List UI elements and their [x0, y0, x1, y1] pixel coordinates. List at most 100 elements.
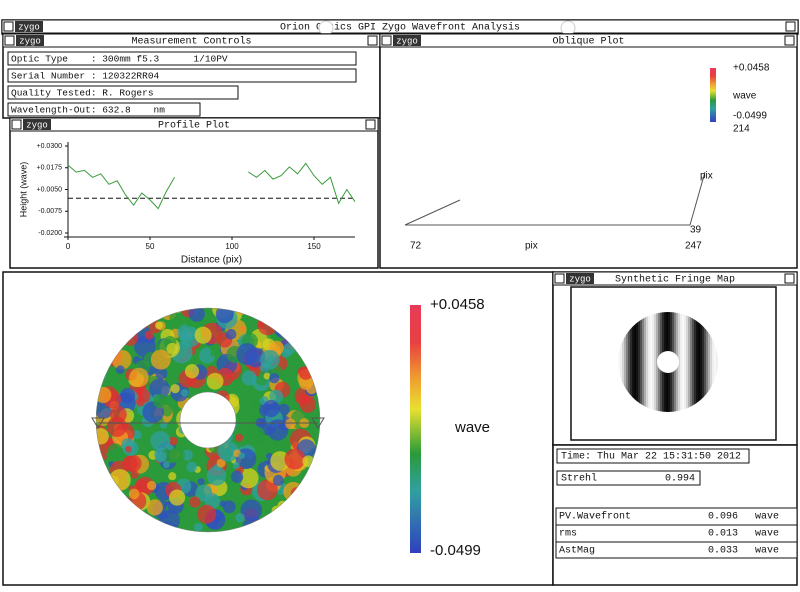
fringe-band	[700, 312, 703, 412]
map-blob	[238, 452, 245, 459]
oblique-base	[404, 171, 706, 226]
fringe-band	[630, 312, 633, 412]
x-tick-label: 150	[307, 242, 321, 251]
fringe-band	[644, 312, 647, 412]
map-blob	[169, 447, 186, 464]
fringe-band	[678, 312, 681, 412]
x-tick-label: 100	[225, 242, 239, 251]
map-blob	[107, 443, 124, 459]
logo: zygo	[18, 22, 40, 32]
title-bar	[9, 117, 379, 132]
map-blob	[130, 470, 139, 479]
map-blob	[210, 347, 221, 358]
map-blob	[241, 370, 257, 386]
logo-box	[16, 35, 44, 46]
cut-marker	[91, 417, 325, 429]
map-blob	[155, 367, 168, 380]
map-blob	[204, 493, 221, 509]
fringe-band	[694, 312, 697, 412]
map-blob	[298, 375, 314, 390]
map-blob	[235, 433, 244, 442]
map-blob	[166, 342, 179, 355]
x-tick-label: 50	[146, 242, 155, 251]
map-blob	[186, 461, 198, 473]
field-box	[7, 51, 357, 66]
y-tick-label: -0.0200	[38, 230, 62, 237]
map-blob	[146, 499, 163, 516]
result-value: 0.013	[708, 529, 738, 540]
map-blob	[251, 399, 262, 410]
map-blob	[161, 406, 173, 417]
map-blob	[169, 489, 186, 506]
resize-box	[785, 21, 796, 32]
map-blob	[169, 312, 181, 323]
result-label: PV.Wavefront	[559, 511, 631, 523]
map-blob	[155, 321, 163, 330]
map-blob	[258, 456, 266, 463]
map-blob	[225, 328, 237, 340]
fringe-band	[620, 312, 623, 412]
close-box	[4, 35, 15, 46]
field-text: Serial Number : 120322RR04	[11, 71, 160, 82]
map-blob	[132, 430, 142, 440]
map-blob	[168, 472, 177, 481]
fringe-band	[636, 312, 639, 412]
map-blob	[231, 470, 244, 483]
map-blob	[194, 522, 203, 532]
y-tick-label: +0.0175	[37, 165, 63, 172]
map-blob	[149, 378, 170, 400]
logo: zygo	[569, 274, 591, 284]
title-bar	[1, 19, 799, 34]
map-colorbar	[410, 305, 421, 553]
map-blob	[206, 372, 224, 390]
map-blob	[120, 387, 136, 404]
oblique-label: 247	[685, 241, 702, 252]
logo: zygo	[19, 36, 41, 46]
result-unit: wave	[755, 546, 779, 557]
map-blob	[194, 326, 212, 344]
map-blob	[163, 461, 170, 469]
strehl-label: Strehl	[561, 473, 597, 485]
logo-box	[15, 21, 43, 32]
fringe-band	[714, 312, 717, 412]
map-blob	[135, 397, 145, 407]
map-blob	[125, 445, 132, 453]
result-label: rms	[559, 529, 577, 540]
field-text: Optic Type : 300mm f5.3 1/10PV	[11, 54, 228, 65]
fringe-band	[618, 312, 621, 412]
fringe-band	[632, 312, 635, 412]
window-title: Oblique Plot	[552, 36, 624, 48]
y-tick-label: +0.0050	[37, 186, 63, 193]
close-box	[11, 119, 22, 130]
map-blob	[197, 504, 217, 524]
map-blob	[106, 416, 128, 437]
map-blob	[170, 383, 180, 394]
scan-hole	[318, 20, 334, 36]
profile-window	[9, 117, 379, 269]
map-blob	[128, 488, 140, 500]
map-blob	[216, 458, 226, 468]
result-label: AstMag	[559, 546, 595, 557]
field-text: Quality Tested: R. Rogers	[11, 88, 154, 99]
fringe-band	[698, 312, 701, 412]
result-value: 0.033	[708, 546, 738, 557]
oblique-label: -0.0499	[733, 111, 767, 122]
field-box	[7, 102, 201, 117]
fringe-band	[686, 312, 689, 412]
field-text: Wavelength-Out: 632.8 nm	[11, 105, 165, 116]
fringe-band	[708, 312, 711, 412]
fringe-band	[626, 312, 629, 412]
fringe-band	[682, 312, 685, 412]
fringe-band	[634, 312, 637, 412]
fringe-band	[702, 312, 705, 412]
map-blob	[144, 330, 154, 340]
results-box	[555, 507, 798, 559]
map-blob	[232, 461, 240, 469]
window-title: Profile Plot	[158, 120, 230, 132]
map-blob	[153, 394, 168, 409]
map-blob	[236, 343, 259, 365]
fringe-band	[650, 312, 653, 412]
map-blob	[122, 455, 138, 472]
map-blob	[150, 430, 171, 451]
